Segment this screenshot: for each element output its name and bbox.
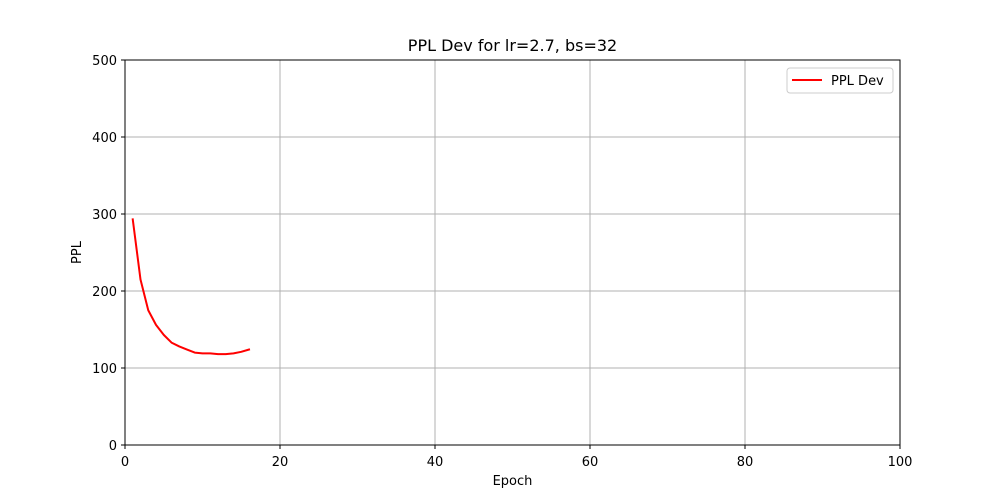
x-tick-label: 100: [888, 455, 913, 470]
plot-frame: [124, 59, 901, 446]
series-layer: [131, 218, 251, 356]
y-tick-label: 0: [109, 439, 117, 454]
x-tick-label: 40: [427, 455, 444, 470]
y-tick-label: 400: [92, 131, 117, 146]
series-line-ppl-dev: [131, 218, 251, 356]
legend: PPL Dev: [786, 67, 894, 94]
x-tick-label: 60: [582, 455, 599, 470]
y-tick-label: 300: [92, 208, 117, 223]
x-tick-label: 80: [737, 455, 754, 470]
y-tick-label: 500: [92, 54, 117, 69]
y-tick-label: 200: [92, 285, 117, 300]
chart-title: PPL Dev for lr=2.7, bs=32: [408, 36, 617, 55]
legend-label: PPL Dev: [831, 74, 884, 89]
x-tick-label: 0: [121, 455, 129, 470]
x-tick-label: 20: [272, 455, 289, 470]
y-axis-label: PPL: [70, 240, 85, 264]
x-axis-label: Epoch: [493, 474, 533, 489]
y-axis-ticks: 0 100 200 300 400 500: [92, 54, 125, 454]
y-tick-label: 100: [92, 362, 117, 377]
legend-box: [786, 67, 894, 94]
x-axis-ticks: 0 20 40 60 80 100: [121, 445, 913, 470]
